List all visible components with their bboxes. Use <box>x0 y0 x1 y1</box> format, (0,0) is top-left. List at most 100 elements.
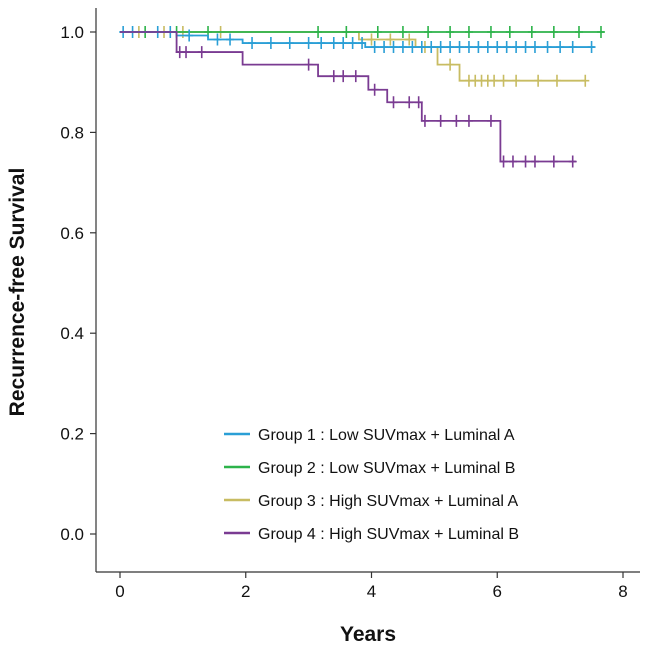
censor-mark <box>464 114 473 127</box>
censor-mark <box>530 155 539 168</box>
censor-mark <box>339 37 348 50</box>
censor-mark <box>304 58 313 71</box>
censor-mark <box>446 41 455 54</box>
censor-mark <box>521 41 530 54</box>
censor-mark <box>389 41 398 54</box>
series-line-1 <box>120 31 595 48</box>
censor-mark <box>521 155 530 168</box>
censor-mark <box>351 70 360 83</box>
censor-mark <box>182 46 191 59</box>
censor-mark <box>370 83 379 96</box>
censor-mark <box>574 26 583 38</box>
censor-mark <box>512 74 521 87</box>
censor-mark <box>329 37 338 50</box>
censor-mark <box>339 70 348 83</box>
censor-mark <box>408 41 417 54</box>
censor-mark <box>596 26 605 38</box>
censor-mark <box>486 114 495 127</box>
x-axis-title: Years <box>340 623 396 646</box>
y-tick-label: 0.0 <box>60 525 84 544</box>
censor-mark <box>587 41 596 54</box>
censor-mark <box>505 26 514 38</box>
censor-mark <box>508 155 517 168</box>
censor-mark <box>285 37 294 50</box>
censor-mark <box>314 26 323 38</box>
censor-mark <box>266 37 275 50</box>
censor-mark <box>367 33 376 46</box>
x-tick-label: 0 <box>115 582 124 601</box>
censor-mark <box>530 41 539 54</box>
y-tick-label: 0.8 <box>60 123 84 142</box>
censor-mark <box>502 41 511 54</box>
series-group-4 <box>120 31 577 168</box>
y-tick-label: 0.2 <box>60 425 84 444</box>
censor-mark <box>446 26 455 38</box>
legend-label-1: Group 1 : Low SUVmax + Luminal A <box>258 427 515 444</box>
y-tick-label: 0.4 <box>60 324 84 343</box>
censor-mark <box>405 96 414 109</box>
legend-label-4: Group 4 : High SUVmax + Luminal B <box>258 526 519 543</box>
censor-mark <box>499 74 508 87</box>
y-axis-title: Recurrence-free Survival <box>6 168 29 417</box>
x-tick-label: 8 <box>618 582 627 601</box>
y-ticks: 0.0 0.2 0.4 0.6 0.8 1.0 <box>60 23 96 544</box>
censor-mark <box>568 155 577 168</box>
censor-mark <box>552 74 561 87</box>
censor-mark <box>405 33 414 46</box>
series-line-4 <box>120 31 576 163</box>
censor-mark <box>398 41 407 54</box>
censor-mark <box>527 26 536 38</box>
censor-mark <box>493 41 502 54</box>
censor-mark <box>581 74 590 87</box>
legend-label-2: Group 2 : Low SUVmax + Luminal B <box>258 460 515 477</box>
censor-mark <box>304 37 313 50</box>
censor-mark <box>398 26 407 38</box>
censor-mark <box>464 41 473 54</box>
censor-mark <box>414 96 423 109</box>
censor-mark <box>490 74 499 87</box>
x-tick-label: 6 <box>493 582 502 601</box>
censor-mark <box>226 33 235 46</box>
x-tick-label: 2 <box>241 582 250 601</box>
y-tick-label: 0.6 <box>60 224 84 243</box>
censor-mark <box>474 41 483 54</box>
censor-mark <box>370 41 379 54</box>
censor-mark <box>486 26 495 38</box>
censor-mark <box>248 37 257 50</box>
censor-mark <box>549 155 558 168</box>
axes: 0 2 4 6 8 0.0 0.2 0.4 0.6 0.8 1.0 <box>60 8 640 601</box>
legend-label-3: Group 3 : High SUVmax + Luminal A <box>258 493 518 510</box>
censor-mark <box>446 58 455 71</box>
censor-mark <box>452 114 461 127</box>
censor-mark <box>342 26 351 38</box>
censor-mark <box>568 41 577 54</box>
censor-mark <box>556 41 565 54</box>
censor-mark <box>464 26 473 38</box>
censor-mark <box>197 46 206 59</box>
censor-mark <box>358 37 367 50</box>
censor-mark <box>436 41 445 54</box>
censor-mark <box>534 74 543 87</box>
censor-mark <box>348 37 357 50</box>
censor-mark <box>499 155 508 168</box>
censor-mark <box>185 29 194 42</box>
censor-mark <box>417 41 426 54</box>
censor-mark <box>424 26 433 38</box>
censor-mark <box>483 41 492 54</box>
censor-mark <box>213 33 222 46</box>
censor-mark <box>512 41 521 54</box>
censor-mark <box>329 70 338 83</box>
series-group-2 <box>120 26 605 38</box>
censor-mark <box>543 41 552 54</box>
x-tick-label: 4 <box>367 582 376 601</box>
series-group-1 <box>119 26 596 54</box>
censor-mark <box>549 26 558 38</box>
censor-mark <box>373 26 382 38</box>
censor-mark <box>455 41 464 54</box>
censor-mark <box>389 96 398 109</box>
censor-mark <box>317 37 326 50</box>
legend: Group 1 : Low SUVmax + Luminal A Group 2 … <box>224 427 519 543</box>
censor-mark <box>436 114 445 127</box>
x-ticks: 0 2 4 6 8 <box>115 572 628 601</box>
